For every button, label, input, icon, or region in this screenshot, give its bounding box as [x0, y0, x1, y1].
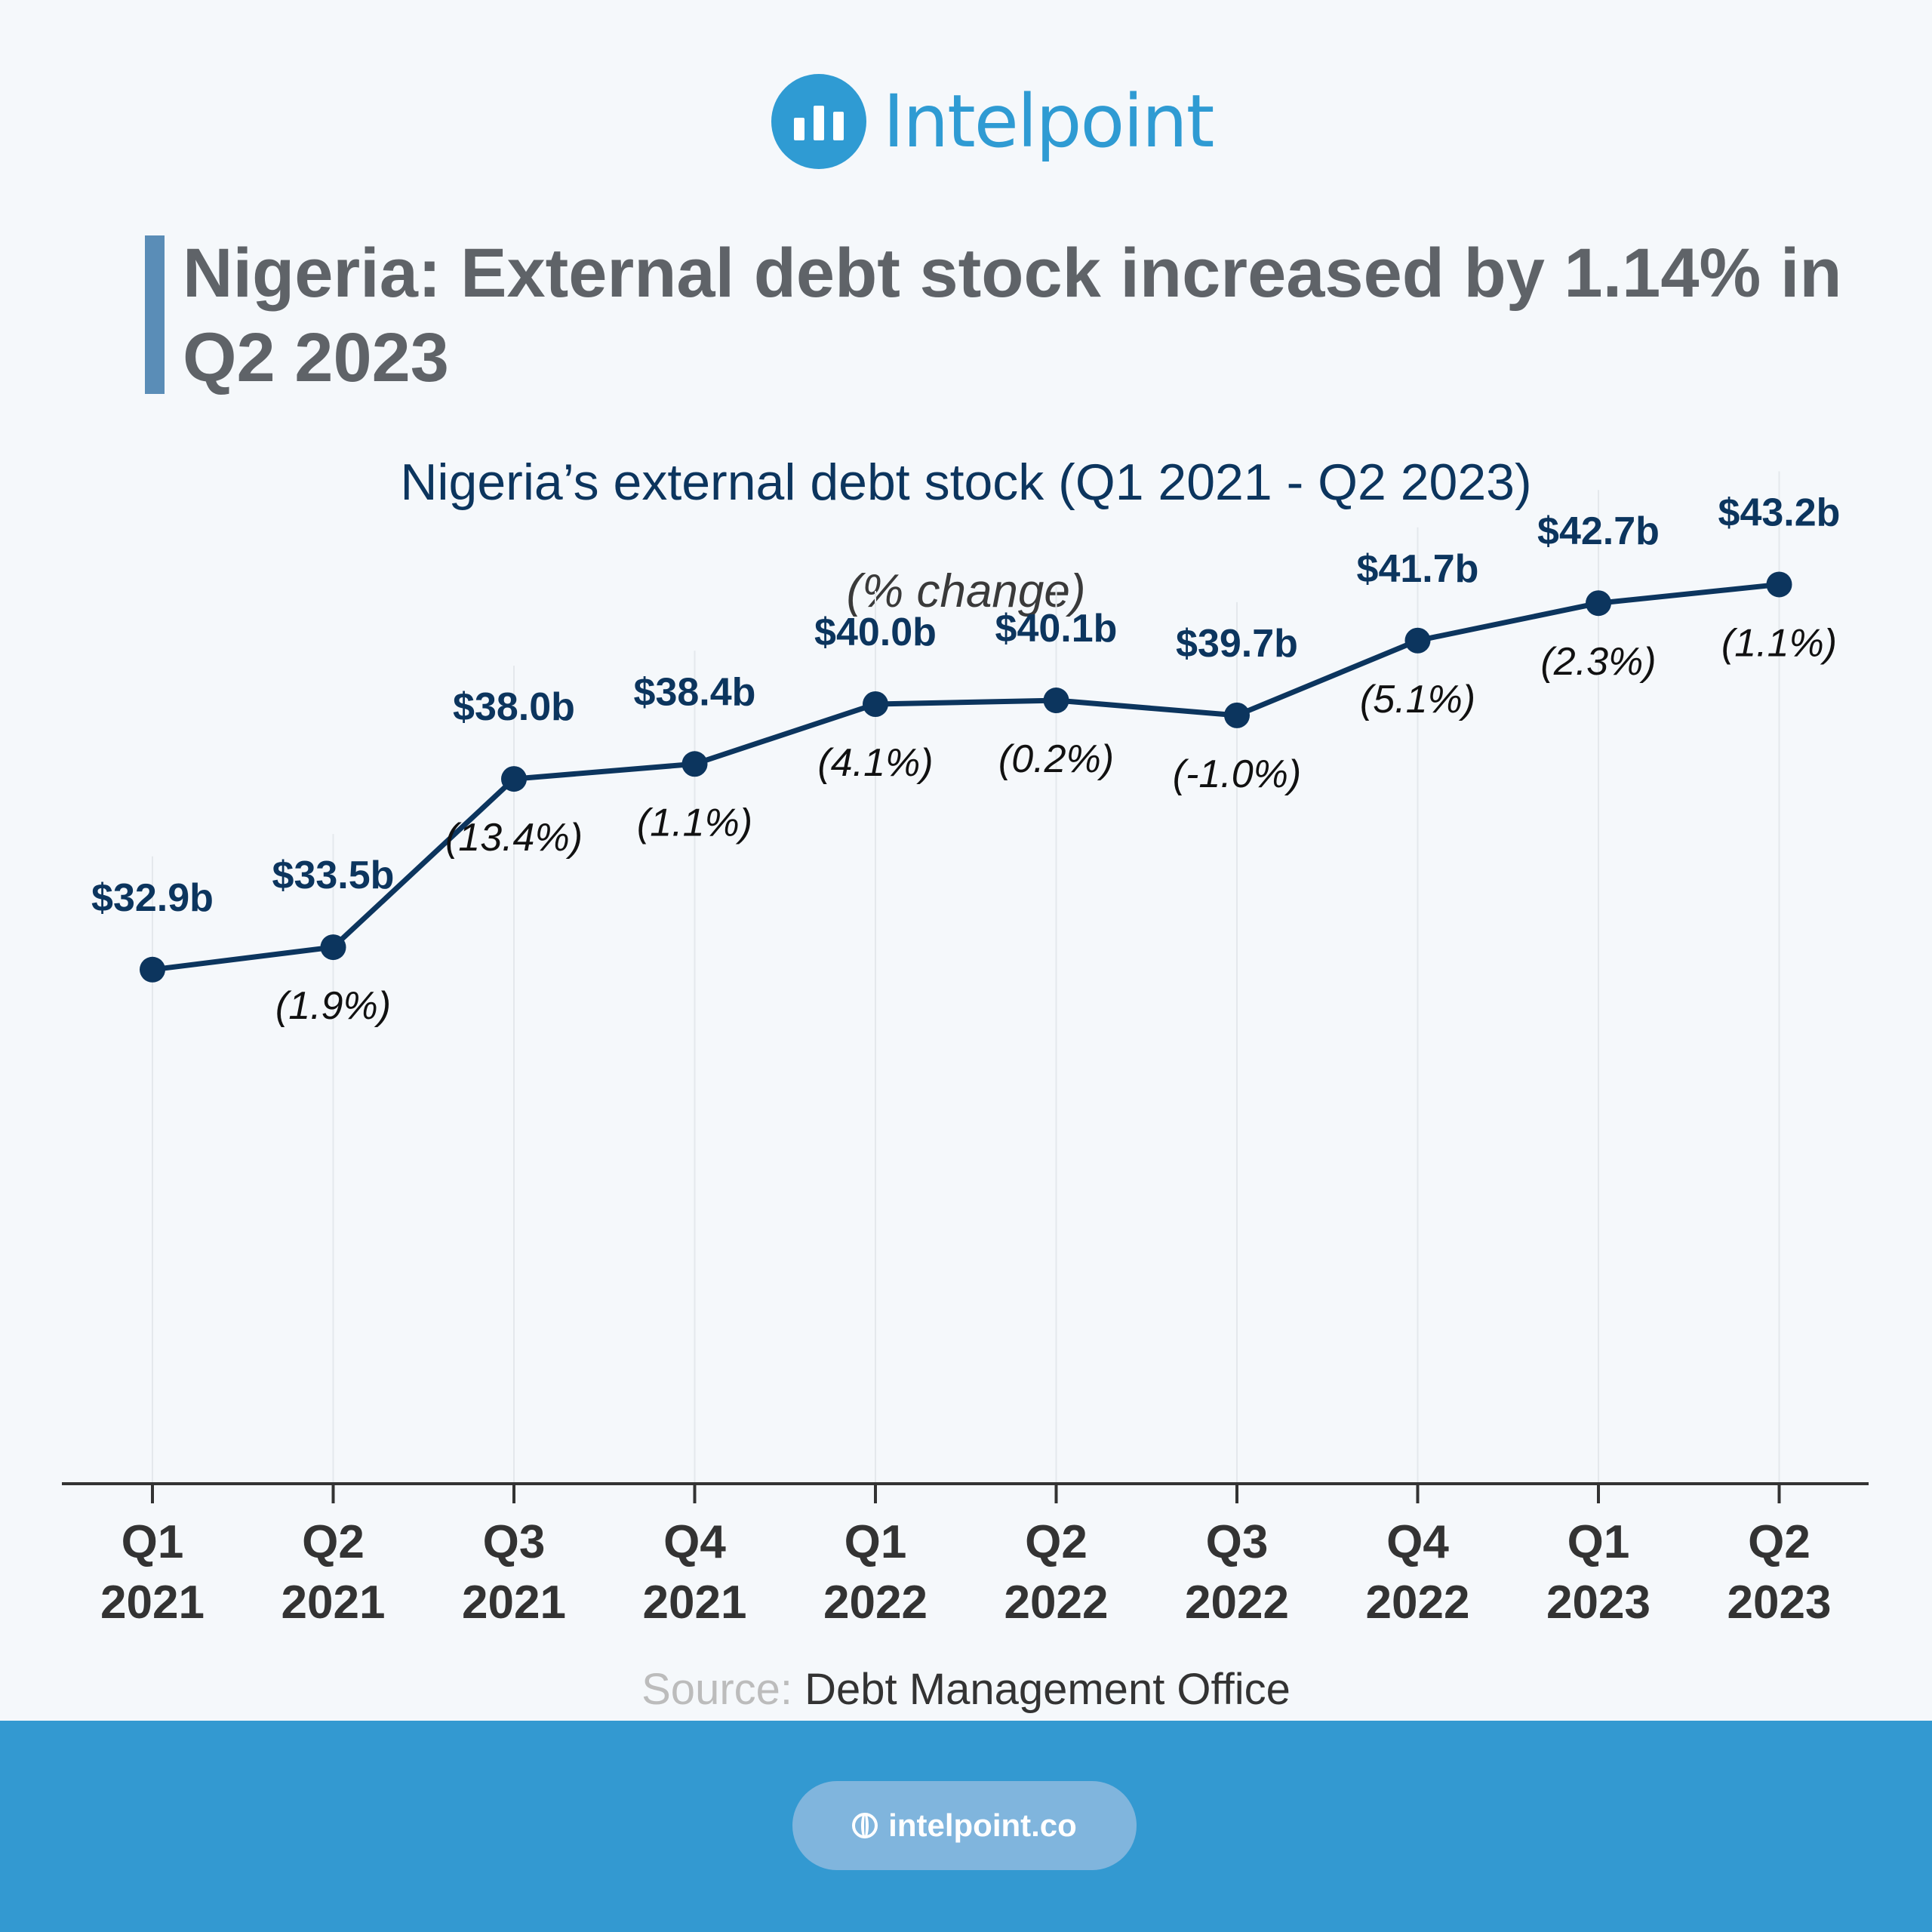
headline: Nigeria: External debt stock increased b…: [183, 235, 1842, 396]
x-tick-label-quarter: Q4: [1386, 1516, 1449, 1568]
x-tick-label-year: 2021: [462, 1577, 566, 1629]
data-label-value: $40.1b: [995, 607, 1118, 651]
data-label-value: $39.7b: [1176, 622, 1298, 666]
data-point: [1404, 627, 1431, 654]
x-tick-label-year: 2023: [1546, 1577, 1651, 1629]
data-label-change: (-1.0%): [1173, 752, 1301, 796]
x-tick-label-year: 2021: [100, 1577, 205, 1629]
data-label-value: $38.0b: [453, 685, 575, 729]
data-point: [1766, 571, 1792, 598]
x-tick-label-quarter: Q2: [1748, 1516, 1810, 1568]
headline-accent-bar: [145, 235, 165, 394]
website-link-button[interactable]: intelpoint.co: [792, 1781, 1137, 1870]
data-label-change: (2.3%): [1540, 640, 1656, 684]
x-tick-label-year: 2022: [823, 1577, 928, 1629]
data-point: [320, 934, 346, 961]
x-tick-label-quarter: Q4: [663, 1516, 726, 1568]
data-label-change: (1.9%): [275, 984, 391, 1028]
x-tick-label-quarter: Q2: [1025, 1516, 1088, 1568]
data-label-change: (5.1%): [1360, 678, 1475, 721]
globe-icon: [852, 1813, 878, 1838]
x-tick-label-year: 2021: [643, 1577, 747, 1629]
data-label-change: (1.1%): [637, 801, 752, 844]
chart-title: Nigeria’s external debt stock (Q1 2021 -…: [400, 454, 1532, 511]
data-label-value: $40.0b: [814, 611, 937, 654]
debt-line-chart: Q1 2021 Q2 2021 Q3 2021 Q4 2021 Q1 2022 Q2 2022 Q3 20…: [62, 471, 1869, 1629]
data-label-change: (4.1%): [817, 741, 933, 785]
data-label-value: $38.4b: [634, 670, 756, 714]
data-point: [501, 766, 527, 792]
x-tick-label-year: 2021: [281, 1577, 386, 1629]
bar-chart-icon: [771, 74, 866, 169]
data-label-value: $32.9b: [91, 876, 214, 920]
data-point: [140, 956, 165, 983]
data-point: [681, 751, 708, 777]
website-label: intelpoint.co: [888, 1807, 1077, 1843]
x-tick-label-quarter: Q3: [1206, 1516, 1269, 1568]
data-label-value: $33.5b: [272, 854, 395, 897]
data-label-change: (0.2%): [998, 737, 1114, 781]
x-tick-label-year: 2022: [1004, 1577, 1109, 1629]
x-tick-label-quarter: Q2: [302, 1516, 365, 1568]
x-tick-label-year: 2023: [1727, 1577, 1832, 1629]
data-label-value: $43.2b: [1718, 491, 1841, 534]
x-tick-label-quarter: Q1: [122, 1516, 184, 1568]
x-tick-label-quarter: Q1: [1567, 1516, 1630, 1568]
x-tick-label-year: 2022: [1366, 1577, 1470, 1629]
source-prefix: Source:: [641, 1665, 793, 1714]
brand-name: Intelpoint: [883, 79, 1214, 164]
chart-unit-note: (% change): [846, 565, 1086, 617]
x-tick-label-year: 2022: [1185, 1577, 1289, 1629]
x-tick-label-quarter: Q3: [483, 1516, 546, 1568]
data-label-value: $41.7b: [1357, 547, 1479, 591]
data-label-change: (1.1%): [1721, 621, 1837, 665]
x-tick-label-quarter: Q1: [844, 1516, 907, 1568]
data-point: [1224, 702, 1250, 728]
data-point: [1043, 688, 1069, 714]
source-name: Debt Management Office: [804, 1665, 1291, 1714]
brand-logo: Intelpoint: [771, 72, 1214, 171]
source-note: Source: Debt Management Office: [0, 1664, 1932, 1715]
data-label-value: $42.7b: [1537, 509, 1660, 553]
data-point: [863, 691, 888, 717]
data-label-change: (13.4%): [445, 816, 583, 860]
data-point: [1586, 590, 1611, 617]
series-line: [152, 581, 1780, 973]
